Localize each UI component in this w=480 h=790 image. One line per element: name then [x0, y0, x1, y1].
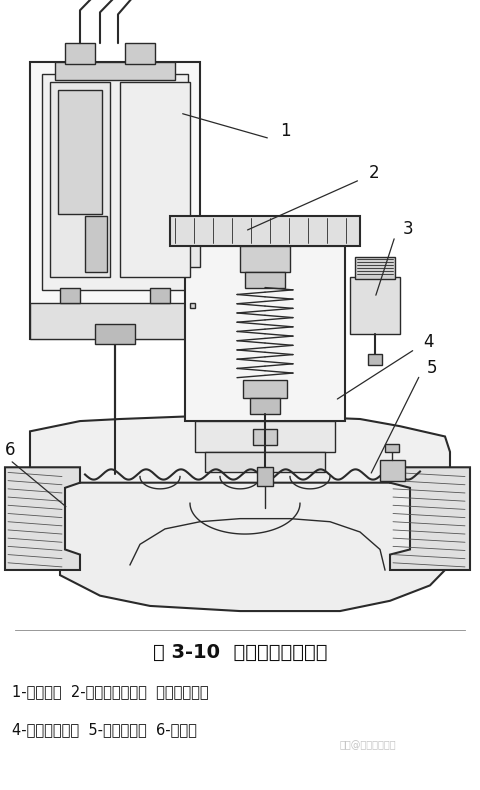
Polygon shape: [5, 468, 80, 570]
Text: 4: 4: [423, 333, 433, 351]
Bar: [368, 354, 382, 365]
Bar: [30, 62, 200, 339]
Text: 3: 3: [403, 220, 413, 238]
Bar: [42, 74, 188, 290]
Text: 图 3-10  电磁阀结构示意图: 图 3-10 电磁阀结构示意图: [153, 642, 327, 662]
Bar: [380, 460, 405, 480]
Bar: [243, 380, 287, 398]
Bar: [250, 398, 280, 414]
Polygon shape: [30, 416, 450, 495]
Bar: [240, 246, 290, 272]
Bar: [355, 257, 395, 280]
Bar: [185, 236, 200, 267]
Bar: [50, 82, 110, 277]
Bar: [245, 272, 285, 288]
Bar: [85, 216, 107, 273]
Text: 5: 5: [427, 359, 437, 377]
Bar: [350, 277, 400, 333]
Bar: [385, 444, 399, 452]
Bar: [170, 216, 360, 246]
Bar: [257, 468, 273, 486]
Text: 1: 1: [280, 122, 290, 141]
Bar: [195, 421, 335, 452]
Text: 2: 2: [369, 164, 379, 182]
Bar: [58, 90, 102, 213]
Bar: [120, 82, 190, 277]
Text: 头条@电气自动化超: 头条@电气自动化超: [340, 740, 396, 750]
Bar: [125, 43, 155, 64]
Bar: [60, 288, 80, 303]
Bar: [190, 303, 195, 308]
Bar: [65, 43, 95, 64]
Text: 4-电磁阀上腔；  5-橡皮隔膜；  6-导流孔: 4-电磁阀上腔； 5-橡皮隔膜； 6-导流孔: [12, 723, 197, 738]
Bar: [150, 288, 170, 303]
Polygon shape: [60, 483, 445, 611]
Polygon shape: [390, 468, 470, 570]
Text: 1-电磁头；  2-流量调节手柄；  外排气螺丝；: 1-电磁头； 2-流量调节手柄； 外排气螺丝；: [12, 685, 209, 700]
Bar: [185, 246, 345, 421]
Bar: [253, 429, 277, 445]
Bar: [95, 324, 135, 344]
Bar: [55, 62, 175, 80]
Text: 6: 6: [5, 441, 15, 459]
Bar: [30, 303, 200, 339]
Bar: [205, 452, 325, 472]
